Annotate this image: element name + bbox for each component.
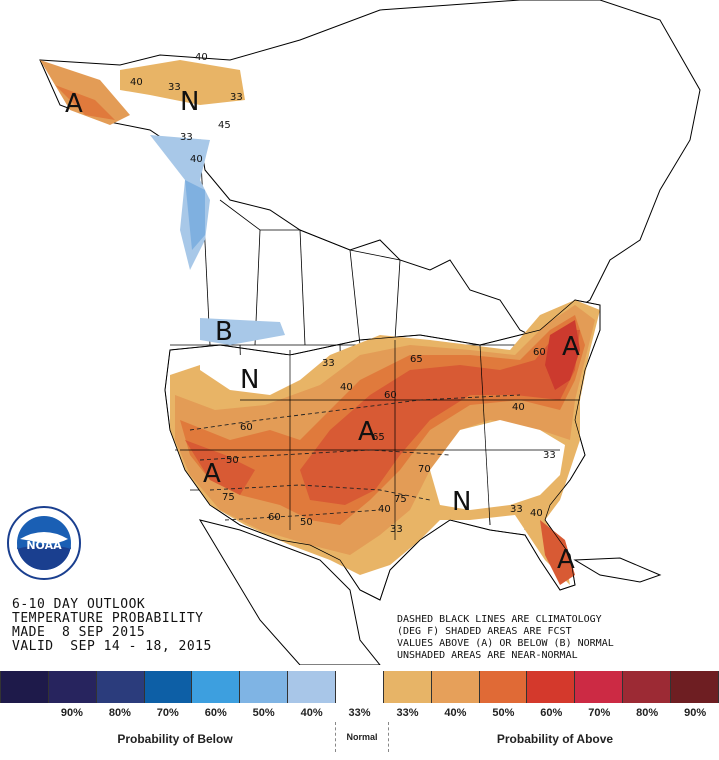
noaa-logo-icon: NOAA [7, 506, 81, 580]
legend-label: 60% [540, 707, 563, 719]
outlook-line: VALID SEP 14 - 18, 2015 [12, 639, 212, 654]
contour-label: 75 [222, 492, 235, 503]
legend-normal-title: Normal [346, 732, 378, 742]
legend-label: 33% [396, 707, 419, 719]
plains-normal-letter: N [240, 365, 259, 395]
legend-labels: -90%80%70%60%50%40%33%33%40%50%60%70%80%… [0, 707, 719, 719]
central-above-letter: A [358, 417, 376, 447]
legend-note-line: UNSHADED AREAS ARE NEAR-NORMAL [397, 650, 578, 661]
sw-above-letter: A [203, 459, 221, 489]
alaska-above-50 [55, 85, 115, 120]
legend-label: 50% [252, 707, 275, 719]
probability-color-legend [0, 671, 719, 705]
legend-swatch [527, 671, 576, 703]
climatology-lines [189, 394, 521, 521]
alaska-above-33 [120, 60, 245, 105]
contour-label: 33 [390, 524, 403, 535]
contour-label: 40 [340, 382, 353, 393]
outlook-line: MADE 8 SEP 2015 [12, 625, 146, 640]
legend-note-line: (DEG F) SHADED AREAS ARE FCST [397, 626, 572, 637]
contour-label: 33 [180, 132, 193, 143]
legend-swatch [48, 671, 97, 703]
alaska-above-letter: A [65, 89, 83, 119]
contour-label: 40 [190, 154, 203, 165]
legend-divider [388, 722, 389, 752]
contour-label: 60 [240, 422, 253, 433]
contour-label: 33 [230, 92, 243, 103]
contour-label: 60 [533, 347, 546, 358]
outlook-line: 6-10 DAY OUTLOOK [12, 597, 146, 612]
forecast-map: A N B N A A N A A 40 40 33 33 45 33 40 3… [39, 0, 701, 665]
ne-above-letter: A [562, 332, 580, 362]
plains-normal [200, 355, 330, 395]
legend-label: 50% [492, 707, 515, 719]
legend-label: 60% [204, 707, 227, 719]
contour-label: 50 [300, 517, 313, 528]
alaska-normal-letter: N [180, 87, 199, 117]
legend-swatch [336, 671, 384, 703]
legend-label: 70% [588, 707, 611, 719]
legend-swatch [0, 671, 49, 703]
legend-note-line: VALUES ABOVE (A) OR BELOW (B) NORMAL [397, 638, 614, 649]
legend-below-title: Probability of Below [117, 732, 233, 746]
legend-swatch [240, 671, 289, 703]
legend-swatch [479, 671, 528, 703]
legend-swatch [623, 671, 672, 703]
legend-divider [335, 722, 336, 752]
legend-label: 90% [684, 707, 707, 719]
contour-label: 45 [218, 120, 231, 131]
legend-label: 70% [156, 707, 179, 719]
nw-below-33 [200, 318, 285, 345]
contour-label: 40 [378, 504, 391, 515]
legend-label: 40% [300, 707, 323, 719]
contour-label: 33 [322, 358, 335, 369]
legend-label: 80% [108, 707, 131, 719]
contour-label: 33 [510, 504, 523, 515]
legend-swatch [288, 671, 337, 703]
legend-swatch [671, 671, 719, 703]
contour-label: 60 [384, 390, 397, 401]
legend-note: DASHED BLACK LINES ARE CLIMATOLOGY (DEG F… [397, 614, 614, 662]
se-normal [430, 420, 565, 510]
conus-above-70 [545, 320, 580, 390]
legend-above-title: Probability of Above [496, 732, 614, 746]
noaa-logo-text: NOAA [26, 539, 62, 552]
contour-label: 40 [130, 77, 143, 88]
fl-above-letter: A [557, 545, 575, 575]
legend-swatch [575, 671, 624, 703]
contour-label: 33 [543, 450, 556, 461]
contour-label: 40 [512, 402, 525, 413]
legend-swatch [431, 671, 480, 703]
conus-above-60 [185, 330, 580, 585]
legend-swatch [96, 671, 145, 703]
legend-label: 90% [60, 707, 83, 719]
contour-label: 50 [226, 455, 239, 466]
nw-below-letter: B [215, 317, 233, 347]
legend-label: 80% [636, 707, 659, 719]
contour-label: 75 [394, 494, 407, 505]
contour-label: 33 [168, 82, 181, 93]
contour-label: 65 [410, 354, 423, 365]
contour-label: 70 [418, 464, 431, 475]
bc-below-40 [185, 180, 205, 250]
legend-label: 33% [348, 707, 371, 719]
alaska-above-40 [40, 60, 130, 125]
contour-label: 60 [268, 512, 281, 523]
legend-note-line: DASHED BLACK LINES ARE CLIMATOLOGY [397, 614, 602, 625]
legend-swatch [383, 671, 432, 703]
outlook-line: TEMPERATURE PROBABILITY [12, 611, 204, 626]
legend-label: 40% [444, 707, 467, 719]
legend-swatch [144, 671, 193, 703]
outlook-title-block: 6-10 DAY OUTLOOK TEMPERATURE PROBABILITY M… [12, 598, 212, 654]
contour-label: 65 [372, 432, 385, 443]
contour-label: 40 [195, 52, 208, 63]
se-normal-letter: N [452, 487, 471, 517]
legend-swatch [192, 671, 241, 703]
contour-label: 40 [530, 508, 543, 519]
